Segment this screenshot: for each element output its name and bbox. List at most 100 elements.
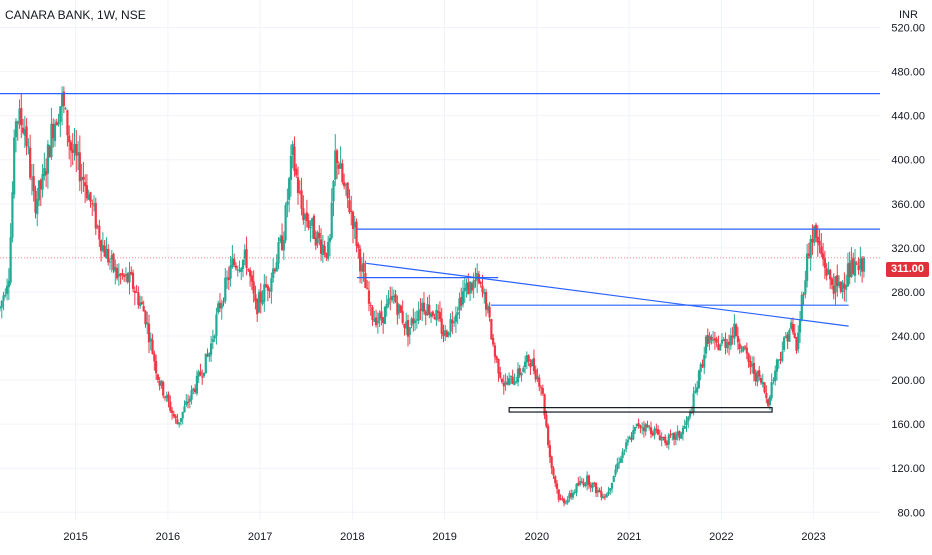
- candle-body: [516, 368, 520, 383]
- candle-body: [476, 272, 479, 281]
- candle-body: [289, 155, 293, 180]
- candle-body: [515, 381, 518, 383]
- candle-body: [172, 413, 175, 417]
- candle-body: [479, 282, 482, 284]
- candle-body: [536, 376, 539, 380]
- candle-body: [704, 336, 708, 354]
- candle-body: [413, 320, 417, 324]
- candle-body: [105, 249, 108, 259]
- candle-body: [325, 252, 328, 258]
- candle-body: [158, 381, 161, 386]
- candle-body: [373, 318, 376, 322]
- candle-body: [424, 311, 427, 316]
- candle-body: [5, 285, 9, 294]
- candle-body: [538, 377, 541, 387]
- candle-body: [669, 434, 672, 436]
- candle-body: [453, 322, 456, 324]
- candle-body: [637, 423, 640, 426]
- candle-body: [385, 303, 388, 309]
- candle-body: [852, 258, 855, 274]
- candle-body: [131, 272, 135, 289]
- candle-body: [797, 332, 800, 349]
- candle-body: [735, 324, 738, 336]
- candle-body: [389, 297, 392, 299]
- candle-body: [112, 253, 115, 271]
- candle-body: [772, 379, 775, 381]
- candle-body: [508, 378, 511, 385]
- candle-body: [768, 396, 771, 406]
- candle-body: [275, 262, 278, 272]
- candle-body: [76, 152, 80, 156]
- candle-body: [37, 180, 41, 201]
- candle-body: [600, 491, 603, 498]
- candle-body: [217, 303, 220, 313]
- candle-body: [64, 108, 67, 110]
- candle-body: [225, 277, 229, 279]
- candle-body: [493, 345, 497, 357]
- candle-body: [456, 312, 459, 315]
- candle-body: [282, 240, 285, 251]
- candle-body: [279, 237, 282, 242]
- candle-body: [62, 91, 65, 106]
- y-axis-tick-label: 480.00: [891, 67, 925, 79]
- candle-body: [25, 126, 28, 146]
- candle-body: [417, 310, 420, 321]
- candle-body: [296, 177, 300, 193]
- candle-body: [788, 330, 791, 342]
- candle-body: [717, 344, 720, 350]
- candle-body: [513, 381, 516, 386]
- y-axis-tick-label: 280.00: [891, 287, 925, 299]
- candle-body: [594, 483, 598, 493]
- candle-body: [460, 297, 463, 306]
- candle-body: [486, 305, 489, 311]
- y-axis-tick-label: 320.00: [891, 243, 925, 255]
- candle-body: [215, 314, 218, 336]
- candle-body: [571, 493, 575, 498]
- candle-body: [648, 426, 651, 428]
- y-axis-tick-label: 520.00: [891, 23, 925, 35]
- candle-body: [612, 475, 615, 482]
- candle-body: [649, 427, 653, 434]
- candle-body: [825, 268, 828, 276]
- candle-body: [445, 331, 449, 337]
- candle-body: [747, 353, 750, 363]
- candle-body: [80, 176, 83, 181]
- candle-body: [532, 358, 536, 371]
- candle-body: [736, 336, 740, 343]
- candle-body: [337, 164, 340, 169]
- candle-body: [78, 152, 81, 182]
- candle-body: [57, 121, 60, 125]
- candle-body: [733, 323, 736, 339]
- candle-body: [75, 144, 78, 156]
- candle-body: [429, 313, 433, 317]
- candle-body: [121, 273, 124, 276]
- candle-body: [807, 253, 811, 257]
- candle-body: [98, 225, 101, 240]
- candle-body: [836, 275, 839, 287]
- candle-body: [438, 312, 442, 320]
- candle-body: [272, 268, 275, 279]
- x-axis-tick-label: 2023: [801, 531, 825, 543]
- candle-body: [222, 301, 225, 303]
- candle-body: [339, 163, 342, 169]
- candle-body: [211, 339, 214, 342]
- candle-body: [268, 289, 271, 291]
- candle-body: [791, 324, 795, 333]
- candle-body: [362, 263, 365, 272]
- candle-body: [321, 244, 324, 255]
- candle-body: [364, 273, 367, 289]
- candle-body: [30, 178, 34, 180]
- candle-body: [502, 383, 505, 387]
- candle-body: [428, 304, 431, 315]
- candle-body: [719, 344, 722, 351]
- candle-body: [845, 285, 848, 290]
- x-axis-tick-label: 2017: [248, 531, 272, 543]
- x-axis-tick-label: 2015: [63, 531, 87, 543]
- currency-label: INR: [899, 9, 918, 21]
- candle-body: [798, 320, 802, 333]
- candle-body: [229, 265, 232, 279]
- candle-body: [137, 292, 140, 306]
- candle-body: [247, 269, 250, 271]
- candle-body: [696, 387, 699, 393]
